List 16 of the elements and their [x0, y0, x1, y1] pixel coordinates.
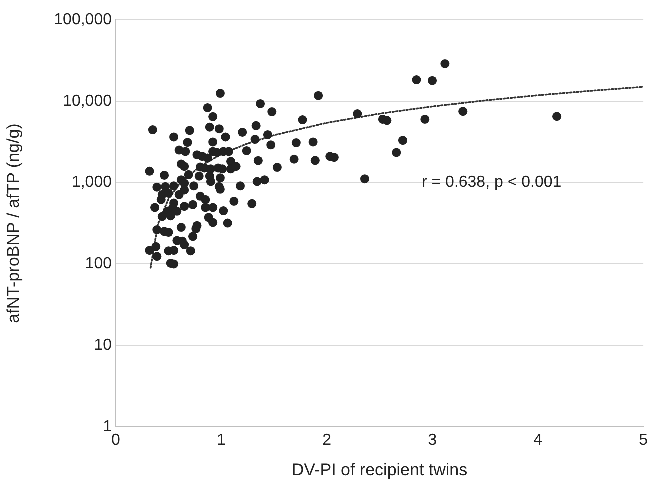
x-tick-label: 1: [217, 432, 226, 450]
x-axis-title: DV-PI of recipient twins: [292, 460, 468, 480]
y-tick-label: 10: [94, 337, 112, 354]
y-tick-label: 100: [85, 256, 112, 273]
annotation: r = 0.638, p < 0.001: [422, 174, 562, 192]
y-tick-label: 10,000: [63, 92, 112, 110]
x-tick-label: 0: [112, 432, 121, 450]
line-series: [150, 86, 644, 269]
y-tick-label: 100,000: [54, 11, 112, 28]
x-tick-label: 3: [428, 432, 438, 450]
x-tick-label: 5: [639, 432, 648, 450]
x-tick-label: 4: [534, 432, 543, 450]
y-axis-title: afNT-proBNP / afTP (ng/g): [4, 124, 23, 324]
y-tick-label: 1,000: [72, 174, 112, 192]
x-tick-label: 2: [322, 432, 332, 450]
y-tick-label: 1: [103, 418, 112, 436]
